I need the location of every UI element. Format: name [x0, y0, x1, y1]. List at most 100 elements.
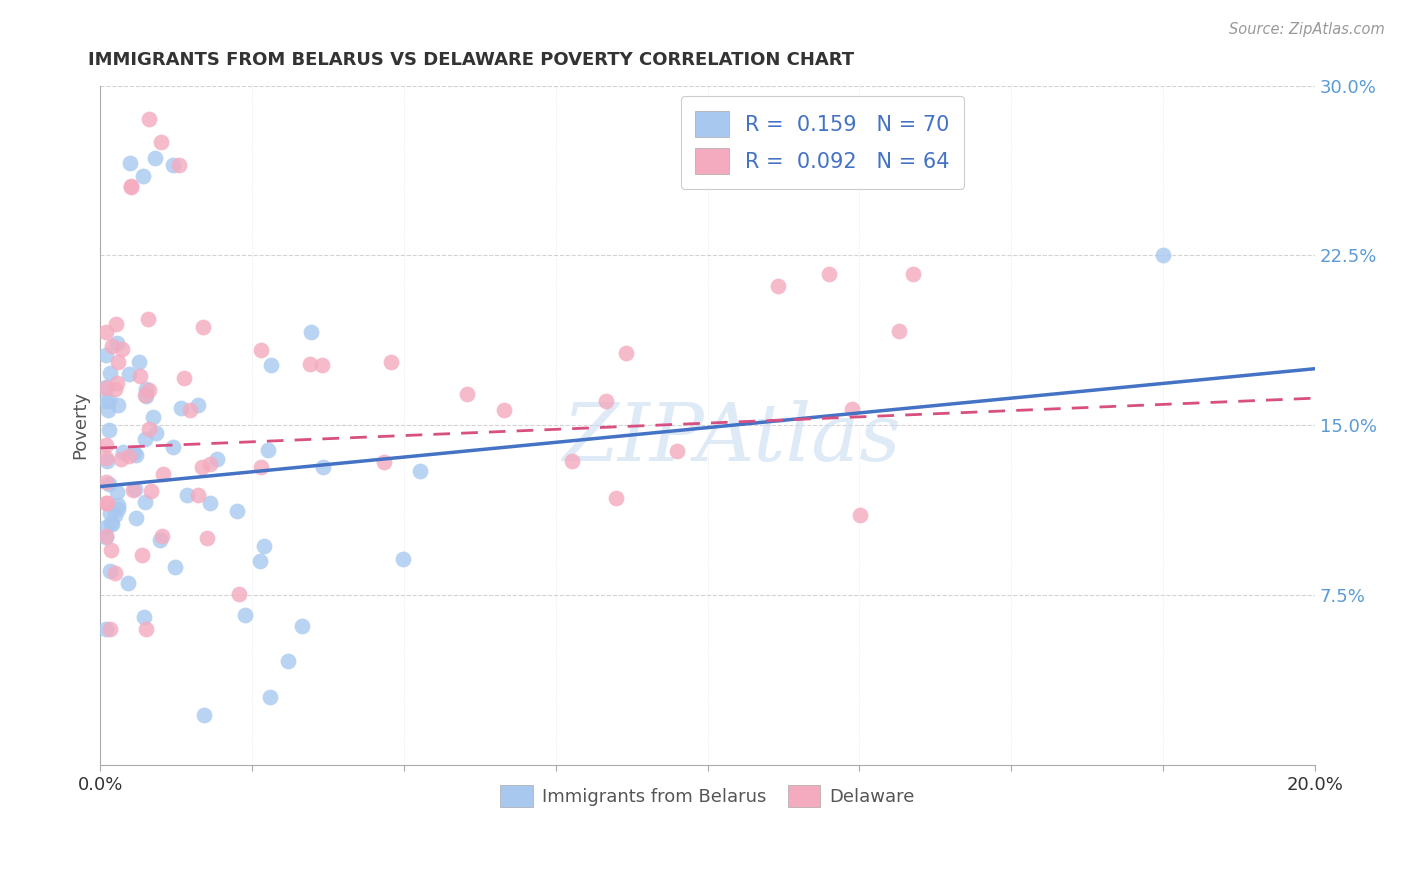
Point [198, 457, 221, 471]
Point [150, 135, 173, 149]
Point [120, 180, 142, 194]
Point [191, 459, 214, 474]
Point [841, 401, 863, 416]
Point [107, 355, 129, 369]
Point [122, 446, 145, 460]
Point [179, 403, 201, 417]
Point [117, 575, 139, 590]
Point [169, 401, 191, 415]
Point [456, 386, 478, 401]
Point [143, 151, 166, 165]
Point [257, 442, 280, 457]
Point [373, 455, 395, 469]
Point [96, 348, 118, 362]
Point [138, 112, 160, 127]
Point [1152, 248, 1174, 262]
Point [193, 320, 215, 334]
Point [98, 507, 121, 521]
Point [96, 519, 118, 533]
Point [312, 459, 335, 474]
Point [96, 530, 118, 544]
Point [104, 508, 127, 522]
Point [107, 498, 129, 512]
Point [162, 158, 184, 172]
Point [98, 367, 121, 381]
Point [152, 529, 174, 543]
Point [205, 451, 228, 466]
Text: ZIPAtlas: ZIPAtlas [562, 401, 901, 478]
Point [903, 267, 925, 281]
Point [104, 317, 127, 331]
Point [134, 432, 156, 446]
Point [135, 622, 157, 636]
Point [233, 607, 256, 622]
Point [311, 358, 333, 372]
Point [96, 393, 118, 408]
Point [131, 548, 153, 562]
Point [98, 622, 121, 636]
Point [138, 422, 160, 436]
Point [605, 491, 627, 506]
Point [259, 690, 281, 705]
Point [96, 380, 118, 394]
Point [105, 376, 128, 391]
Point [145, 426, 167, 441]
Point [665, 444, 688, 458]
Point [165, 560, 187, 574]
Point [169, 158, 191, 172]
Point [290, 619, 312, 633]
Point [152, 467, 174, 481]
Point [96, 381, 118, 395]
Point [97, 403, 120, 417]
Text: Source: ZipAtlas.com: Source: ZipAtlas.com [1229, 22, 1385, 37]
Point [614, 346, 637, 360]
Point [409, 464, 432, 478]
Point [198, 496, 221, 510]
Point [380, 354, 402, 368]
Point [195, 531, 218, 545]
Point [818, 267, 841, 281]
Point [187, 488, 209, 502]
Point [249, 554, 271, 568]
Point [104, 566, 127, 581]
Point [98, 564, 121, 578]
Point [142, 410, 165, 425]
Point [107, 502, 129, 516]
Point [298, 357, 321, 371]
Point [849, 508, 872, 523]
Point [136, 312, 159, 326]
Point [96, 623, 118, 637]
Point [101, 517, 124, 532]
Point [96, 529, 118, 543]
Point [250, 343, 273, 357]
Text: IMMIGRANTS FROM BELARUS VS DELAWARE POVERTY CORRELATION CHART: IMMIGRANTS FROM BELARUS VS DELAWARE POVE… [89, 51, 855, 69]
Point [100, 543, 122, 558]
Point [253, 539, 276, 553]
Point [97, 394, 120, 409]
Point [118, 155, 141, 169]
Point [887, 324, 910, 338]
Point [111, 342, 134, 356]
Point [176, 488, 198, 502]
Point [101, 339, 124, 353]
Point [766, 278, 789, 293]
Point [105, 335, 128, 350]
Point [134, 388, 156, 402]
Point [135, 389, 157, 403]
Point [121, 483, 143, 498]
Point [595, 393, 617, 408]
Point [299, 326, 322, 340]
Point [97, 423, 120, 437]
Point [492, 403, 515, 417]
Point [104, 383, 127, 397]
Point [149, 533, 172, 547]
Point [173, 371, 195, 385]
Point [110, 452, 132, 467]
Point [107, 398, 129, 412]
Point [225, 504, 247, 518]
Point [250, 459, 273, 474]
Point [96, 438, 118, 452]
Point [259, 359, 281, 373]
Point [138, 383, 160, 397]
Point [162, 440, 184, 454]
